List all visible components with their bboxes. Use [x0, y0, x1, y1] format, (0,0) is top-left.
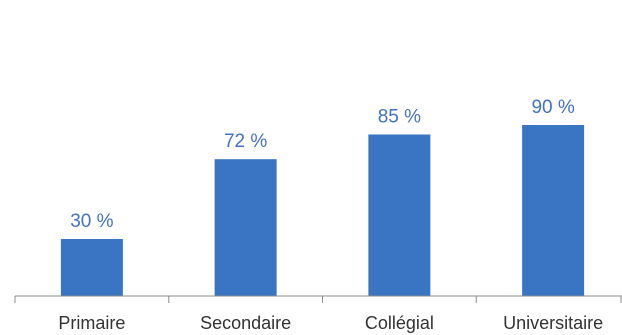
data-label-collegial: 85 % [378, 107, 421, 128]
data-label-secondaire: 72 % [224, 131, 267, 152]
bar-primaire [60, 239, 123, 296]
data-label-universitaire: 90 % [531, 97, 574, 118]
x-tick-label-primaire: Primaire [58, 313, 125, 333]
bar-universitaire [522, 125, 585, 296]
data-labels-group: 30 % 72 % 85 % 90 % [70, 97, 575, 232]
x-tick-label-universitaire: Universitaire [503, 313, 603, 333]
bar-secondaire [214, 159, 277, 296]
x-tick-label-secondaire: Secondaire [200, 313, 291, 333]
data-label-primaire: 30 % [70, 211, 113, 232]
x-axis [14, 295, 622, 303]
x-tick-labels: Primaire Secondaire Collégial Universitaire [58, 313, 603, 333]
bars-group [60, 125, 585, 296]
x-tick-label-collegial: Collégial [365, 313, 434, 333]
bar-collegial [368, 134, 431, 296]
